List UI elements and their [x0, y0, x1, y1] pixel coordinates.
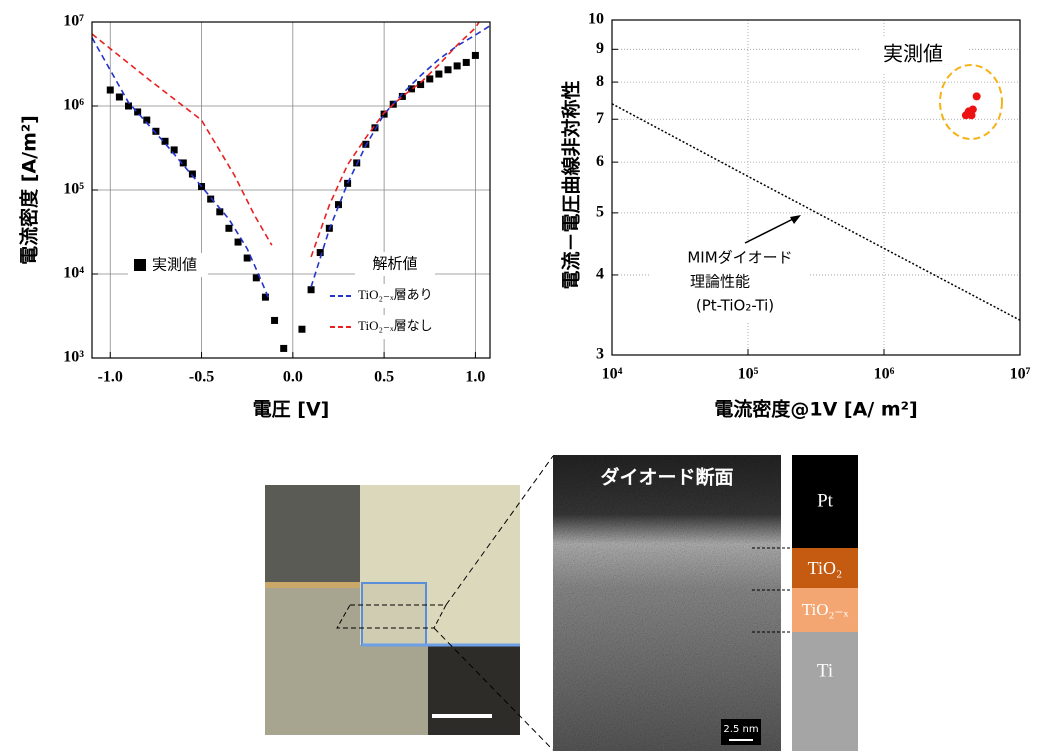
x-axis-title: 電圧 [V]: [253, 399, 330, 421]
legend-title: 解析値: [372, 255, 417, 273]
data-point: [235, 239, 242, 246]
legend-marker: [134, 259, 146, 271]
x-tick-label: 0.5: [374, 369, 394, 386]
data-point: [969, 105, 977, 113]
y-tick-label: 10⁶: [63, 97, 84, 114]
series-label: 実測値: [883, 42, 943, 66]
data-point: [454, 62, 461, 69]
y-tick-label: 10⁵: [63, 181, 84, 198]
scale-bar: [432, 714, 492, 718]
data-point: [107, 87, 114, 94]
y-tick-label: 3: [596, 346, 604, 363]
y-tick-label: 10: [588, 11, 604, 28]
page: Diode characteristics html, body { margi…: [0, 0, 1038, 756]
scale-label: 2.5 nm: [723, 724, 758, 735]
annotation: 理論性能: [690, 273, 750, 291]
data-point: [973, 92, 981, 100]
figure: -1.0 -0.5 0.0 0.5 1.0 10³ 10⁴ 10⁵ 10⁶ 10⁷ 電圧 [V] 電流…: [0, 0, 1038, 756]
body: {"chart_data": [ {"type": "line", "xscal…: [0, 0, 1038, 756]
x-tick-label: 10⁶: [874, 366, 895, 383]
x-tick-label: 10⁵: [738, 366, 759, 383]
data-point: [280, 345, 287, 352]
data-point: [435, 71, 442, 78]
annotation: MIMダイオード: [687, 249, 792, 267]
x-tick-label: 0.0: [283, 369, 303, 386]
data-point: [162, 138, 169, 145]
x-tick-label: 10⁷: [1010, 366, 1031, 383]
y-tick-label: 6: [596, 153, 604, 170]
data-point: [271, 317, 278, 324]
optical-micrograph: [265, 485, 520, 735]
layer-label: Pt: [817, 490, 834, 511]
image-region: [265, 485, 360, 585]
data-point: [344, 180, 351, 187]
y-tick-label: 10³: [63, 349, 84, 366]
data-point: [317, 249, 324, 256]
data-point: [225, 225, 232, 232]
y-axis-title: 電流密度 [A/m²]: [18, 115, 41, 265]
layer-label: TiO₂: [808, 558, 843, 578]
x-axis-title: 電流密度@1V [A/ m²]: [714, 398, 917, 421]
image-region: [428, 645, 520, 735]
data-point: [298, 326, 305, 333]
highlight-ellipse: [940, 65, 1002, 139]
x-tick-label: 1.0: [465, 369, 485, 386]
y-tick-label: 5: [596, 204, 604, 221]
annotation-arrow: [745, 217, 797, 243]
y-axis-title: 電流－電圧曲線非対称性: [560, 80, 583, 289]
x-tick-label: -0.5: [189, 369, 214, 386]
background-layer: [92, 20, 1020, 358]
layer-label: TiO₂₋ₓ: [802, 600, 849, 619]
tem-title: ダイオード断面: [600, 466, 733, 489]
legend-label: TiO₂₋ₓ層あり: [358, 287, 433, 302]
y-tick-label: 7: [596, 110, 604, 127]
legend-label: TiO₂₋ₓ層なし: [358, 318, 433, 333]
data-point: [445, 66, 452, 73]
layer-label: Ti: [817, 660, 833, 681]
y-tick-label: 4: [596, 266, 604, 283]
electrode: [362, 583, 426, 645]
x-tick-label: -1.0: [98, 369, 123, 386]
layer-ti: [792, 632, 858, 751]
data-point: [472, 52, 479, 59]
x-tick-label: 10⁴: [602, 366, 623, 383]
data-point: [116, 93, 123, 100]
annotation: (Pt-TiO₂-Ti): [696, 297, 774, 315]
y-tick-label: 10⁴: [63, 265, 84, 282]
image-region: [265, 582, 360, 588]
data-point: [463, 59, 470, 66]
y-tick-label: 9: [596, 40, 604, 57]
legend-label: 実測値: [152, 256, 197, 274]
y-tick-label: 8: [596, 73, 604, 90]
tem-image: [553, 455, 781, 751]
text-layer: -1.0 -0.5 0.0 0.5 1.0 10³ 10⁴ 10⁵ 10⁶ 10⁷ 電圧 [V] 電流…: [18, 11, 1031, 421]
arrow-head: [790, 215, 801, 224]
data-point: [426, 75, 433, 82]
data-point: [962, 111, 970, 119]
data-point: [308, 286, 315, 293]
y-tick-label: 10⁷: [63, 13, 84, 30]
data-line: [92, 22, 479, 257]
